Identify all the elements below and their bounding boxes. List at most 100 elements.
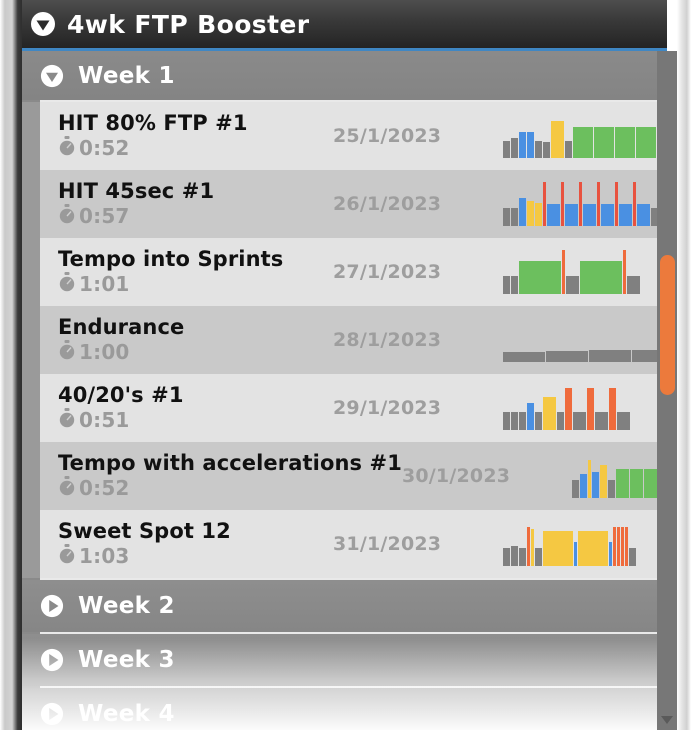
profile-bar (519, 412, 526, 430)
profile-bar (527, 201, 534, 226)
profile-bar (519, 547, 526, 566)
scrollbar-thumb[interactable] (660, 255, 675, 395)
workout-profile-chart (571, 454, 667, 498)
week-label: Week 4 (78, 701, 175, 727)
profile-bar (579, 474, 587, 498)
profile-bar (503, 352, 545, 362)
profile-bar (531, 529, 534, 566)
workout-row[interactable]: Sweet Spot 12 1:03 31/1/2023 (40, 510, 667, 578)
workout-duration: 0:57 (58, 204, 333, 228)
profile-bar (551, 121, 564, 158)
week-header-1[interactable]: Week 1 (22, 51, 667, 100)
profile-bar (543, 182, 546, 226)
workout-name: 40/20's #1 (58, 382, 184, 407)
profile-bar (587, 460, 591, 498)
week-header-2[interactable]: Week 2 (22, 580, 667, 632)
profile-bar (613, 527, 616, 566)
profile-bar (562, 250, 565, 294)
profile-bar (571, 480, 579, 498)
window-right-edge (677, 0, 691, 730)
profile-bar (527, 402, 534, 430)
play-circle-icon[interactable] (40, 702, 64, 726)
week-label: Week 3 (78, 647, 175, 673)
profile-bar (573, 412, 586, 430)
workout-info: 40/20's #1 0:51 (58, 384, 333, 432)
profile-bar (599, 465, 607, 498)
profile-bar (578, 530, 608, 566)
profile-bar (535, 547, 542, 566)
profile-bar (625, 527, 628, 566)
workout-duration-text: 0:52 (79, 136, 130, 161)
workout-duration-text: 1:03 (79, 544, 130, 569)
week-label: Week 1 (78, 62, 175, 89)
profile-bar (583, 204, 596, 226)
profile-bar (574, 542, 577, 566)
play-circle-icon[interactable] (40, 648, 64, 672)
profile-bar (643, 468, 657, 498)
window-left-edge (0, 0, 22, 730)
workout-duration: 0:51 (58, 408, 333, 432)
workout-row[interactable]: Tempo into Sprints 1:01 27/1/2023 (40, 238, 667, 306)
profile-bar (546, 350, 588, 362)
play-circle-icon[interactable] (40, 594, 64, 618)
workout-duration: 1:01 (58, 272, 333, 296)
week-header-4[interactable]: Week 4 (22, 688, 667, 730)
workout-duration-text: 0:51 (79, 408, 130, 433)
profile-bar (591, 471, 599, 498)
profile-bar (629, 547, 636, 566)
workout-name: HIT 45sec #1 (58, 178, 215, 203)
profile-bar (617, 527, 620, 566)
profile-bar (535, 203, 542, 226)
workout-info: Tempo with accelerations #1 0:52 (58, 452, 402, 500)
profile-bar (580, 260, 622, 294)
profile-bar (519, 197, 526, 226)
profile-bar (565, 141, 572, 158)
workout-row[interactable]: HIT 45sec #1 0:57 26/1/2023 (40, 170, 667, 238)
workout-row[interactable]: Tempo with accelerations #1 0:52 30/1/2023 (40, 442, 667, 510)
profile-bar (565, 387, 572, 430)
workout-name: HIT 80% FTP #1 (58, 110, 248, 135)
workout-info: Endurance 1:00 (58, 316, 333, 364)
profile-bar (503, 208, 510, 226)
page-title: 4wk FTP Booster (67, 9, 310, 39)
workout-profile-chart (503, 250, 653, 294)
workout-name: Tempo into Sprints (58, 246, 284, 271)
profile-bar (609, 542, 612, 566)
scroll-down-arrow-icon[interactable] (661, 716, 673, 724)
workout-row[interactable]: HIT 80% FTP #1 0:52 25/1/2023 (40, 102, 667, 170)
profile-bar (565, 204, 578, 226)
profile-bar (636, 127, 656, 158)
workout-row[interactable]: 40/20's #1 0:51 29/1/2023 (40, 374, 667, 442)
workout-date: 29/1/2023 (333, 397, 442, 419)
profile-bar (595, 412, 608, 430)
scrollbar-track[interactable] (657, 51, 677, 730)
profile-bar (629, 468, 643, 498)
profile-bar (519, 260, 561, 294)
plan-scroll-viewport[interactable]: Week 1 HIT 80% FTP #1 0:52 25/1/2023 HIT 45… (22, 51, 667, 730)
profile-bar (615, 127, 635, 158)
workout-profile-chart (503, 182, 667, 226)
profile-bar (589, 349, 631, 362)
week-1-workout-list: HIT 80% FTP #1 0:52 25/1/2023 HIT 45sec #1 0… (22, 102, 667, 578)
workout-date: 30/1/2023 (401, 465, 511, 487)
workout-duration: 1:00 (58, 340, 333, 364)
profile-bar (527, 132, 534, 158)
workout-info: HIT 45sec #1 0:57 (58, 180, 333, 228)
workout-name: Sweet Spot 12 (58, 518, 231, 543)
workout-duration: 1:03 (58, 544, 333, 568)
profile-bar (503, 547, 510, 566)
stopwatch-icon (58, 544, 76, 568)
workout-info: Tempo into Sprints 1:01 (58, 248, 333, 296)
profile-bar (543, 142, 550, 158)
profile-bar (543, 397, 556, 430)
chevron-down-circle-icon[interactable] (40, 64, 64, 88)
workout-row[interactable]: Endurance 1:00 28/1/2023 (40, 306, 667, 374)
profile-bar (557, 412, 564, 430)
chevron-down-circle-icon[interactable] (30, 11, 56, 37)
stopwatch-icon (58, 204, 76, 228)
week-header-3[interactable]: Week 3 (22, 634, 667, 686)
plan-title-bar[interactable]: 4wk FTP Booster (22, 0, 667, 48)
profile-bar (609, 387, 616, 430)
profile-bar (511, 208, 518, 226)
